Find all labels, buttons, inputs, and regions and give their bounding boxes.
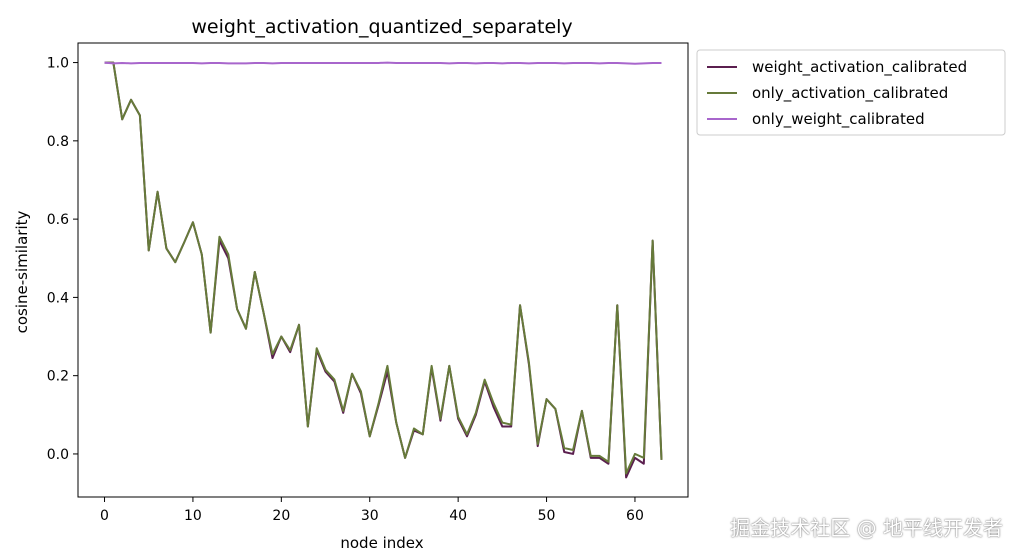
plot-area — [104, 61, 663, 479]
y-tick-label: 1.0 — [47, 56, 69, 72]
series-line-2 — [104, 61, 662, 65]
legend-label: only_activation_calibrated — [752, 84, 948, 103]
legend-label: only_weight_calibrated — [752, 110, 925, 129]
y-tick-label: 0.8 — [47, 134, 69, 150]
x-tick-label: 40 — [449, 508, 467, 524]
series-line-0 — [104, 61, 663, 479]
x-axis-label: node index — [340, 534, 423, 552]
x-tick-label: 0 — [100, 508, 109, 524]
legend-box — [696, 49, 1006, 136]
y-tick-label: 0.4 — [47, 290, 69, 306]
y-tick-label: 0.2 — [47, 369, 69, 385]
series-line-1 — [104, 61, 663, 475]
y-axis-label: cosine-similarity — [13, 210, 31, 333]
x-tick-label: 30 — [361, 508, 379, 524]
x-tick-label: 20 — [272, 508, 290, 524]
y-tick-label: 0.0 — [47, 447, 69, 463]
x-tick-label: 60 — [626, 508, 644, 524]
axes: 0 10 20 30 40 50 60 0.0 0.2 0.4 0.6 0.8 1.0 — [47, 42, 689, 524]
chart-title: weight_activation_quantized_separately — [191, 16, 572, 38]
x-tick-label: 10 — [184, 508, 202, 524]
y-tick-label: 0.6 — [47, 212, 69, 228]
axes-frame — [77, 42, 689, 498]
legend-label: weight_activation_calibrated — [752, 58, 967, 77]
legend: weight_activation_calibrated only_activat… — [696, 49, 1006, 136]
watermark: 掘金技术社区 @ 地平线开发者 — [730, 516, 1003, 540]
x-tick-label: 50 — [538, 508, 556, 524]
